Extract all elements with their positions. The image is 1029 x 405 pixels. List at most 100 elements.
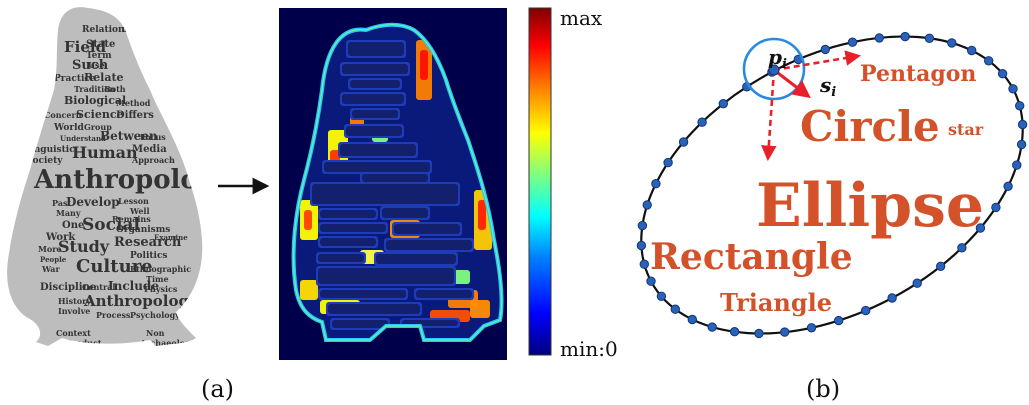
boundary-point: [637, 220, 648, 231]
word-cloud-word: Product: [66, 338, 102, 348]
word-cloud-word: Concern: [44, 110, 82, 120]
word-cloud-word: Field: [64, 38, 107, 56]
boundary-point: [729, 327, 740, 337]
boundary-point: [754, 328, 764, 339]
boundary-points: [636, 31, 1028, 339]
boundary-point: [991, 202, 1001, 213]
boundary-point: [780, 327, 790, 337]
shape-word-star: star: [948, 120, 984, 139]
word-cloud-word: Science: [76, 108, 124, 121]
boundary-point: [639, 259, 649, 269]
heatmap-cell: [350, 80, 400, 88]
word-cloud-word: Biological: [64, 94, 126, 107]
boundary-point: [847, 37, 858, 47]
heatmap-cell: [348, 42, 404, 56]
boundary-point: [874, 33, 884, 43]
boundary-point: [984, 56, 994, 66]
word-cloud-word: Central: [82, 282, 115, 292]
highlighted-point: [768, 64, 780, 76]
word-cloud-word: Differs: [116, 110, 154, 121]
boundary-point: [997, 69, 1008, 79]
heatmap-cell: [382, 208, 428, 218]
boundary-point: [707, 322, 717, 332]
word-cloud-word: Relate: [84, 71, 124, 84]
boundary-point: [1016, 139, 1027, 150]
boundary-point: [642, 200, 652, 210]
word-cloud-word: Many: [56, 208, 81, 218]
word-cloud-word: People: [40, 255, 67, 264]
heatmap-cell: [332, 320, 388, 328]
boundary-point: [887, 293, 897, 303]
heatmap-cell: [320, 290, 406, 298]
shape-word-circle: Circle: [800, 102, 940, 151]
panel-label-b: (b): [806, 375, 840, 403]
word-cloud-word: Such: [72, 58, 109, 73]
heatmap-cell: [324, 162, 430, 172]
boundary-point: [670, 304, 680, 314]
boundary-point: [900, 31, 910, 42]
heatmap-cell: [346, 126, 402, 136]
heatmap-cell: [320, 210, 376, 218]
heatmap-cell: [478, 200, 486, 230]
heatmap-cell: [470, 300, 490, 318]
heatmap-cell: [340, 144, 416, 156]
word-cloud-word: Term: [86, 51, 112, 61]
heatmap-cell: [352, 110, 398, 118]
colorbar: max min:0: [528, 6, 618, 361]
shape-panel: Pentagon Circle star Ellipse Rectangle T…: [636, 31, 1028, 339]
word-cloud-word: Both: [104, 84, 126, 94]
heatmap-cell: [320, 238, 376, 246]
word-cloud-word: Practice: [54, 74, 96, 84]
heatmap-cells: [300, 40, 492, 330]
word-cloud-word: Human: [72, 143, 138, 162]
boundary-point: [651, 179, 661, 189]
boundary-point: [646, 276, 656, 286]
boundary-point: [834, 315, 844, 326]
word-cloud-word: Group: [84, 122, 112, 132]
boundary-point: [806, 323, 817, 333]
boundary-point: [687, 314, 697, 325]
panel-label-a: (a): [201, 375, 234, 403]
heatmap-cell: [318, 254, 364, 262]
word-cloud-word: Between: [100, 129, 158, 143]
heatmap-cell: [394, 224, 460, 234]
heatmap-cell: [342, 94, 404, 104]
heatmap-cell: [300, 280, 318, 300]
penguin-silhouette: [7, 7, 203, 346]
word-cloud-word: Include: [108, 279, 159, 293]
heatmap-cell: [320, 224, 386, 232]
word-cloud-word: Process: [96, 310, 131, 320]
word-cloud-word: Approach: [131, 155, 175, 165]
boundary-point: [678, 137, 689, 147]
word-cloud-word: Non: [146, 328, 165, 338]
word-cloud-word: Society: [26, 156, 63, 166]
boundary-point: [975, 223, 986, 233]
word-cloud-word: World: [53, 123, 85, 133]
word-cloud-word: Ethnographic: [130, 264, 191, 274]
size-arrow: [773, 68, 811, 99]
shape-word-pentagon: Pentagon: [860, 61, 976, 87]
point-label: pi: [768, 45, 787, 72]
word-cloud-word: Study: [58, 237, 110, 256]
boundary-point: [947, 38, 957, 48]
direction-arrow-down: [761, 69, 777, 162]
word-cloud-word: Focus: [140, 132, 166, 142]
word-cloud-word: Use: [88, 60, 105, 70]
heatmap-panel: [279, 8, 507, 360]
boundary-point: [1012, 160, 1022, 170]
heatmap-cell: [304, 210, 312, 230]
word-cloud-word: Culture: [76, 256, 153, 277]
word-cloud-word: Remains: [112, 214, 151, 224]
heatmap-cell: [416, 290, 472, 298]
word-cloud-word: Involve: [58, 306, 90, 316]
word-cloud-word: Past: [52, 198, 71, 208]
word-cloud-word: Time: [146, 274, 169, 284]
shape-word-ellipse: Ellipse: [756, 171, 984, 241]
word-cloud-word: Anthropologist: [83, 292, 210, 310]
heatmap-cell: [312, 184, 458, 204]
word-cloud-word: Organisms: [116, 225, 170, 235]
